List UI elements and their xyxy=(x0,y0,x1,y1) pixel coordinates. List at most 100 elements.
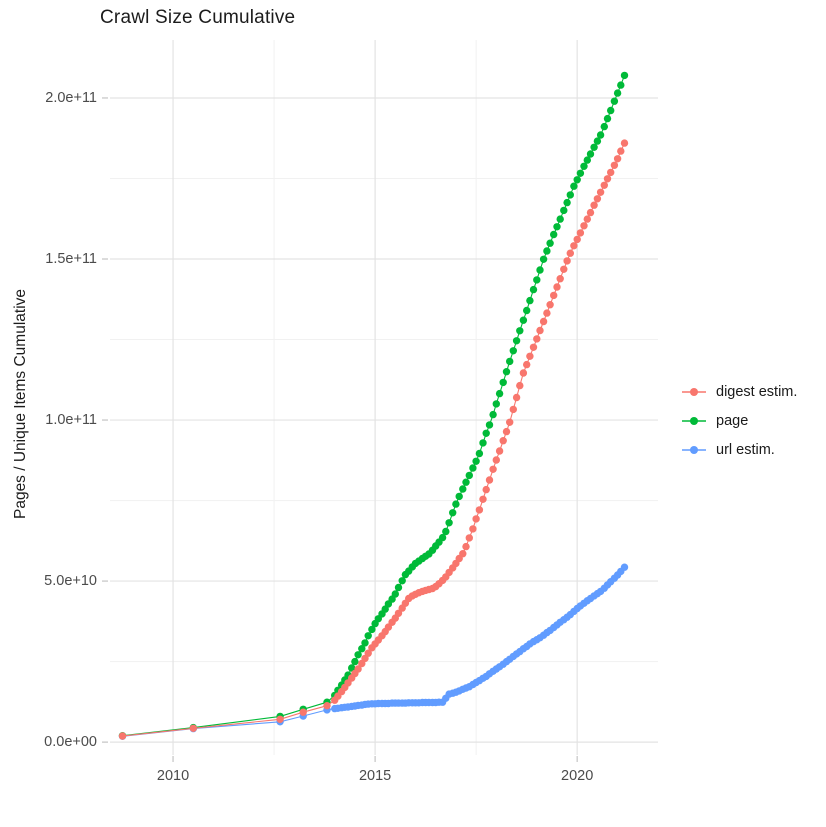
data-point-page xyxy=(526,296,534,305)
data-point-digest-estim xyxy=(118,732,127,740)
data-point-digest-estim xyxy=(485,476,494,484)
data-point-page xyxy=(596,131,605,139)
data-point-digest-estim xyxy=(462,542,470,551)
data-point-page xyxy=(600,122,608,131)
data-point-digest-estim xyxy=(323,702,331,710)
data-point-page xyxy=(560,206,568,215)
data-point-page xyxy=(445,519,453,527)
legend-item-digest-estim: digest estim. xyxy=(681,377,797,406)
data-point-digest-estim xyxy=(586,208,595,217)
data-point-digest-estim xyxy=(479,495,487,503)
data-point-page xyxy=(492,400,500,408)
data-point-digest-estim xyxy=(516,381,524,390)
data-point-page xyxy=(394,583,403,592)
data-point-page xyxy=(512,337,521,345)
data-point-digest-estim xyxy=(465,534,473,542)
legend-key-dot xyxy=(690,387,698,396)
data-point-page xyxy=(391,590,399,598)
data-point-page xyxy=(361,639,369,647)
data-point-digest-estim xyxy=(596,188,605,196)
data-point-page xyxy=(590,143,598,151)
data-point-digest-estim xyxy=(394,609,403,617)
data-point-page xyxy=(485,421,494,429)
data-point-digest-estim xyxy=(526,352,534,360)
data-point-digest-estim xyxy=(509,405,517,414)
data-point-digest-estim xyxy=(529,343,538,351)
data-point-digest-estim xyxy=(570,242,578,250)
data-point-digest-estim xyxy=(354,665,362,673)
data-point-digest-estim xyxy=(610,161,619,169)
data-point-page xyxy=(617,81,625,89)
series-url-estim xyxy=(118,563,629,740)
data-point-digest-estim xyxy=(576,229,585,237)
data-point-page xyxy=(543,247,551,255)
data-point-page xyxy=(482,429,490,437)
data-point-digest-estim xyxy=(613,155,622,163)
data-point-digest-estim xyxy=(459,550,467,558)
data-point-page xyxy=(489,410,497,419)
data-point-page xyxy=(452,500,460,508)
data-point-digest-estim xyxy=(276,715,284,723)
data-point-page xyxy=(462,478,470,486)
data-point-page xyxy=(580,162,588,170)
data-point-page xyxy=(576,169,585,177)
x-tick-label-2020: 2020 xyxy=(561,768,594,784)
data-point-digest-estim xyxy=(475,506,484,514)
x-tick-label-2010: 2010 xyxy=(156,768,190,784)
legend-label-url-estim: url estim. xyxy=(716,441,775,458)
data-point-page xyxy=(523,306,531,315)
data-point-page xyxy=(603,114,612,123)
data-point-page xyxy=(563,198,571,207)
y-tick-label-5.0e+10: 5.0e+10 xyxy=(44,573,97,590)
legend-key-icon-page xyxy=(682,416,706,425)
data-point-url-estim xyxy=(620,563,629,571)
data-point-page xyxy=(499,378,507,387)
data-point-digest-estim xyxy=(600,181,608,189)
data-point-digest-estim xyxy=(499,437,507,445)
legend-label-digest-estim: digest estim. xyxy=(716,383,798,400)
data-point-digest-estim xyxy=(512,393,521,402)
data-point-digest-estim xyxy=(472,515,480,523)
data-point-digest-estim xyxy=(519,369,528,377)
series-page xyxy=(118,71,629,740)
data-point-page xyxy=(546,239,554,247)
data-point-page xyxy=(529,285,538,294)
series-digest-estim xyxy=(118,139,629,740)
data-point-page xyxy=(469,464,477,472)
data-point-digest-estim xyxy=(550,291,558,300)
data-point-page xyxy=(506,357,514,366)
data-point-page xyxy=(533,276,541,284)
data-point-page xyxy=(455,492,463,501)
data-point-page xyxy=(583,156,591,164)
data-point-page xyxy=(472,457,480,465)
data-point-digest-estim xyxy=(617,147,625,155)
data-point-page xyxy=(351,657,359,666)
data-point-page xyxy=(465,471,473,480)
data-point-digest-estim xyxy=(495,447,504,455)
data-point-page xyxy=(566,191,574,199)
data-point-page xyxy=(519,316,528,324)
legend-key-icon-url-estim xyxy=(682,445,706,454)
data-point-digest-estim xyxy=(560,265,568,273)
data-point-digest-estim xyxy=(566,249,574,257)
data-point-page xyxy=(509,347,517,355)
data-point-page xyxy=(438,533,447,542)
legend-item-page: page xyxy=(681,406,797,435)
data-point-page xyxy=(398,577,406,585)
data-point-digest-estim xyxy=(543,309,551,317)
data-point-page xyxy=(553,223,561,231)
y-tick-label-2.0e+11: 2.0e+11 xyxy=(45,89,97,106)
data-point-digest-estim xyxy=(590,201,598,209)
legend-item-url-estim: url estim. xyxy=(681,435,797,464)
data-point-digest-estim xyxy=(563,257,571,265)
data-point-digest-estim xyxy=(556,275,564,283)
data-point-digest-estim xyxy=(593,195,602,203)
data-point-page xyxy=(610,97,619,105)
data-point-digest-estim xyxy=(189,724,197,732)
series-line-url-estim xyxy=(122,566,625,737)
legend-key-dot xyxy=(690,445,698,454)
y-tick-label-1.0e+11: 1.0e+11 xyxy=(45,412,97,429)
y-tick-label-0.0e+00: 0.0e+00 xyxy=(44,734,97,751)
